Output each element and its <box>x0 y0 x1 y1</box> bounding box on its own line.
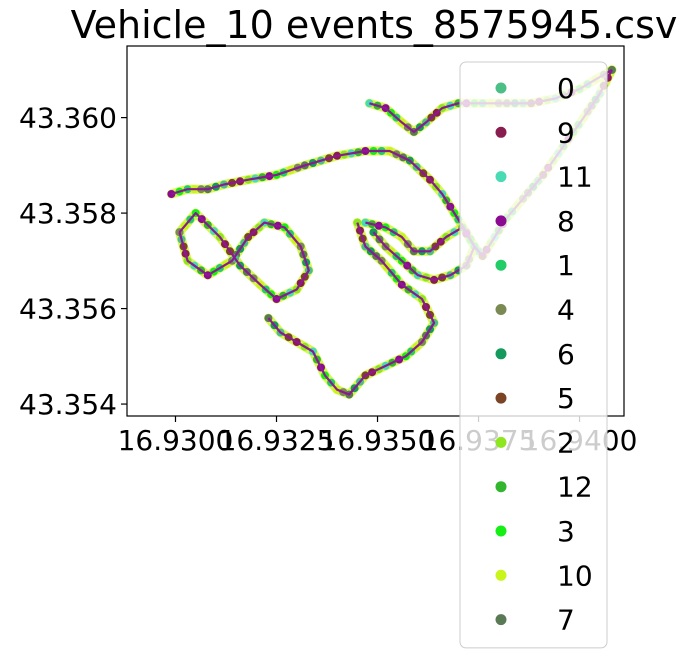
legend-label: 5 <box>557 382 575 415</box>
legend-marker <box>495 481 507 493</box>
legend-label: 1 <box>557 249 575 282</box>
legend-marker <box>495 304 507 315</box>
legend-marker <box>495 259 507 271</box>
y-axis: 43.354 43.356 43.358 43.360 <box>19 102 127 421</box>
legend: 0 9 11 8 1 4 6 5 2 12 3 10 7 <box>459 61 608 649</box>
legend-label: 3 <box>557 515 575 548</box>
legend-label: 12 <box>557 471 593 504</box>
legend-label: 11 <box>557 161 593 194</box>
y-tick-label: 43.360 <box>19 102 117 135</box>
y-tick-label: 43.354 <box>19 388 117 421</box>
legend-label: 8 <box>557 205 575 238</box>
legend-marker <box>495 525 507 537</box>
y-tick-label: 43.356 <box>19 293 117 326</box>
y-tick-label: 43.358 <box>19 197 117 230</box>
track-line <box>178 212 310 301</box>
x-tick-label: 16.9350 <box>320 424 436 457</box>
chart-title: Vehicle_10 events_8575945.csv <box>71 3 677 47</box>
legend-label: 10 <box>557 559 593 592</box>
legend-marker <box>495 348 507 360</box>
legend-label: 0 <box>557 72 575 105</box>
track-halo <box>175 208 314 304</box>
legend-label: 2 <box>557 426 575 459</box>
plot-frame <box>126 45 625 417</box>
x-tick-label: 16.9300 <box>118 424 234 457</box>
legend-marker <box>495 215 507 227</box>
legend-label: 7 <box>557 604 575 637</box>
legend-marker <box>495 614 507 626</box>
x-tick-label: 16.9325 <box>219 424 335 457</box>
legend-marker <box>495 392 507 404</box>
legend-marker <box>495 569 507 581</box>
legend-marker <box>495 126 507 138</box>
legend-marker <box>495 82 507 94</box>
legend-label: 6 <box>557 338 575 371</box>
track-line <box>267 222 436 396</box>
legend-label: 9 <box>557 116 575 149</box>
legend-marker <box>495 171 507 183</box>
legend-box <box>459 61 608 649</box>
legend-label: 4 <box>557 294 575 327</box>
legend-marker <box>495 436 507 448</box>
